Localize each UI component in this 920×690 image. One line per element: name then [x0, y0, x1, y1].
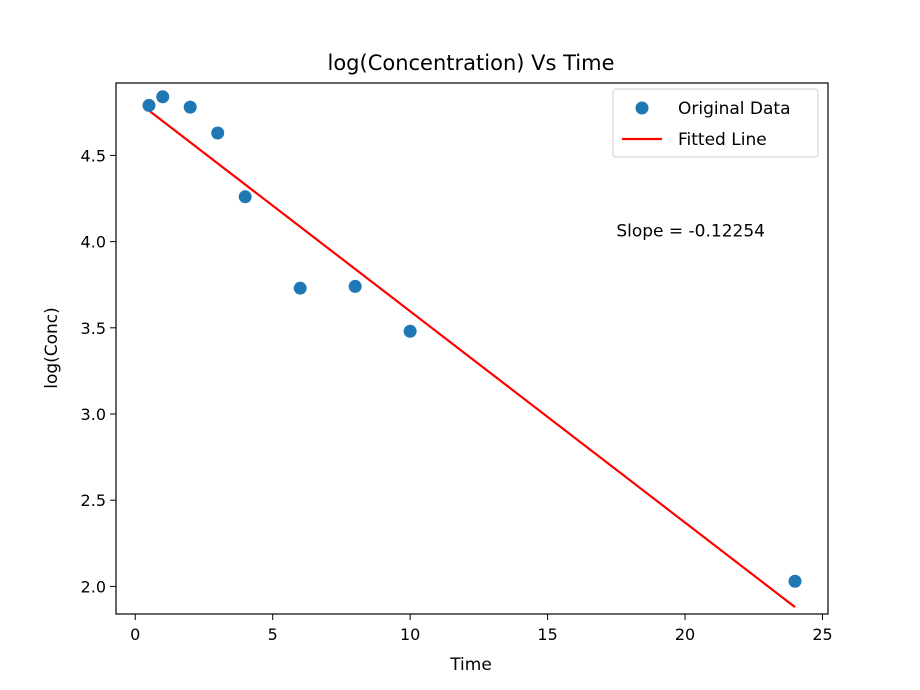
plot-frame	[115, 82, 829, 615]
data-point	[156, 90, 170, 104]
x-tick-label: 25	[812, 625, 832, 644]
data-point	[238, 190, 252, 204]
y-tick-label: 4.5	[81, 146, 106, 165]
data-point	[788, 574, 802, 588]
data-point	[142, 98, 156, 112]
data-point	[403, 324, 417, 338]
chart-title: log(Concentration) Vs Time	[327, 51, 614, 75]
x-tick-label: 20	[675, 625, 695, 644]
x-tick-label: 0	[130, 625, 140, 644]
x-axis: 0 5 10 15 20 25	[130, 614, 833, 644]
x-tick-label: 10	[400, 625, 420, 644]
x-tick-label: 5	[268, 625, 278, 644]
legend-label-fitted-line: Fitted Line	[678, 130, 767, 150]
data-point	[348, 279, 362, 293]
data-point	[211, 126, 225, 140]
x-axis-label: Time	[449, 655, 492, 675]
y-tick-label: 2.0	[81, 577, 106, 596]
y-tick-label: 3.0	[81, 405, 106, 424]
fitted-line-segment	[148, 109, 796, 608]
y-axis: 2.0 2.5 3.0 3.5 4.0 4.5	[81, 146, 116, 596]
legend-box	[612, 88, 819, 158]
plot-content	[142, 90, 802, 608]
y-tick-label: 3.5	[81, 319, 106, 338]
data-point	[293, 281, 307, 295]
y-tick-label: 2.5	[81, 491, 106, 510]
slope-annotation: Slope = -0.12254	[616, 221, 765, 241]
legend-marker-original-data	[635, 101, 649, 115]
data-point	[183, 100, 197, 114]
x-tick-label: 15	[537, 625, 557, 644]
y-axis-label: log(Conc)	[42, 307, 62, 389]
legend: Original Data Fitted Line	[612, 88, 819, 158]
y-tick-label: 4.0	[81, 233, 106, 252]
legend-label-original-data: Original Data	[678, 99, 791, 119]
